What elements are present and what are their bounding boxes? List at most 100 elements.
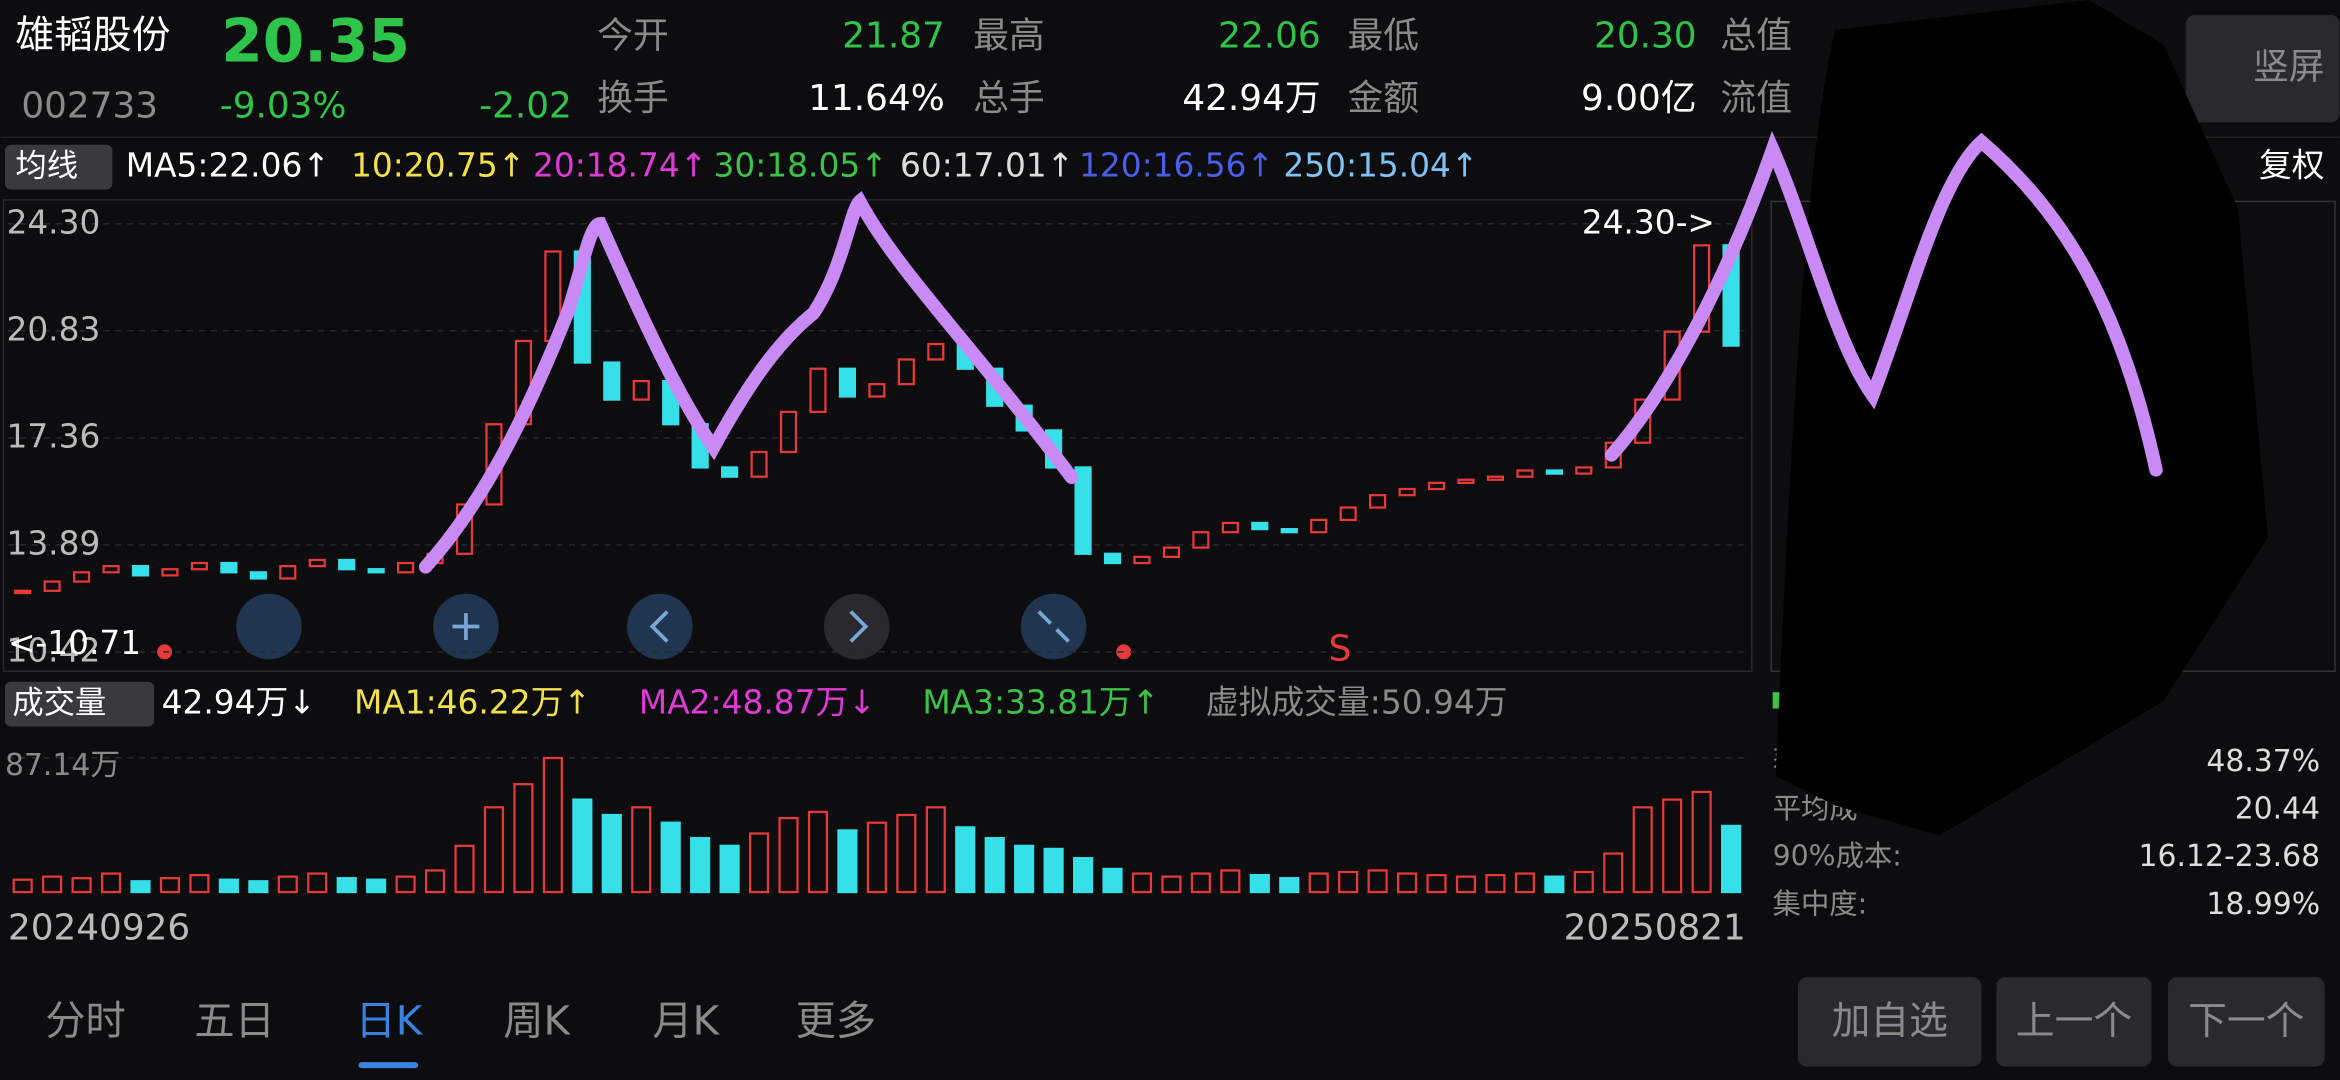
candle xyxy=(102,565,120,574)
button-bg[interactable] xyxy=(2167,977,2325,1067)
volume-bar xyxy=(719,844,740,894)
tab[interactable]: 周K xyxy=(503,998,571,1044)
stock-name: 雄韬股份 xyxy=(15,13,170,58)
chip-value: 18.99% xyxy=(2206,887,2320,922)
candle xyxy=(1192,531,1210,549)
volume-bar xyxy=(1396,872,1418,894)
y-tick-label: 10.42 xyxy=(6,631,100,669)
button[interactable]: 上一个 xyxy=(2016,999,2132,1044)
volume-ma-value: MA3:33.81万↑ xyxy=(922,684,1159,722)
tab[interactable]: 日K xyxy=(356,998,424,1044)
annotation: 24.30-> xyxy=(1582,203,1715,241)
volume-bar xyxy=(1426,873,1447,894)
zoom-out[interactable] xyxy=(236,593,302,660)
button[interactable]: 加自选 xyxy=(1832,999,1948,1044)
ma-value: MA5:22.06↑ xyxy=(126,147,330,185)
volume-bar xyxy=(896,813,917,894)
stat-label: 金额 xyxy=(1348,78,1420,119)
tab[interactable]: 月K xyxy=(652,998,720,1044)
ma-selector-bg[interactable] xyxy=(4,144,113,190)
volume-bar xyxy=(189,873,210,894)
candle xyxy=(161,568,179,577)
chip-value: 20.44 xyxy=(2235,792,2320,827)
volume-bar xyxy=(395,875,416,894)
hand-drawn-m xyxy=(1604,130,2163,477)
candle xyxy=(43,580,61,592)
chip-value: 16.12-23.68 xyxy=(2139,839,2321,874)
volume-bar xyxy=(1691,790,1712,894)
button-bg[interactable] xyxy=(1996,977,2152,1067)
orientation-button-bg[interactable] xyxy=(2185,14,2340,123)
nav-icons xyxy=(157,593,1132,660)
candle xyxy=(367,568,385,574)
candle xyxy=(838,367,857,398)
candle xyxy=(338,558,356,571)
candle xyxy=(927,342,945,361)
volume-bar xyxy=(336,877,357,894)
volume-bar xyxy=(778,816,799,894)
annotation: <-10.71 xyxy=(8,624,141,662)
volume-bar xyxy=(1721,824,1742,894)
volume-bar xyxy=(1279,877,1300,894)
volume-bar xyxy=(424,869,446,894)
stock-code: 002733 xyxy=(21,85,158,126)
volume-bar xyxy=(1308,872,1329,894)
left[interactable] xyxy=(627,593,693,660)
volume-bar xyxy=(1102,867,1123,894)
volume-bar xyxy=(248,880,269,894)
tab[interactable]: 更多 xyxy=(796,998,877,1044)
ma-value: 250:15.04↑ xyxy=(1283,147,1478,185)
volume-selector-bg[interactable] xyxy=(4,681,155,727)
stat-value: 20.30 xyxy=(1594,15,1696,56)
volume-bar xyxy=(1161,875,1182,894)
volume-bar xyxy=(1072,857,1094,894)
hand-drawn-m xyxy=(418,190,1079,574)
chip-value: 48.37% xyxy=(2206,744,2320,779)
candle xyxy=(1457,478,1475,484)
volume-bar xyxy=(307,872,328,894)
button-bg[interactable] xyxy=(1798,977,1982,1067)
stat-value: 9.00亿 xyxy=(1581,78,1697,119)
collapse[interactable] xyxy=(1020,593,1087,660)
volume-bar xyxy=(1573,870,1594,894)
x-tick-label: 20250821 xyxy=(1564,907,1746,948)
change-pct: -9.03% xyxy=(220,85,347,126)
y-tick-label: 20.83 xyxy=(6,310,100,348)
volume-bar xyxy=(1485,873,1506,894)
y-tick-label: 24.30 xyxy=(6,203,100,241)
annotation: S xyxy=(1329,628,1352,669)
redaction-scribble xyxy=(1775,0,2268,836)
candle xyxy=(190,561,208,571)
stat-label: 总值 xyxy=(1720,15,1792,56)
candle xyxy=(750,450,768,478)
stat-value: 42.94万 xyxy=(1182,78,1320,119)
volume-ma-value: MA2:48.87万↓ xyxy=(639,684,876,722)
volume-bar xyxy=(748,832,770,894)
tab[interactable]: 五日 xyxy=(194,998,275,1044)
candle xyxy=(73,571,91,583)
candle xyxy=(779,410,798,454)
volume-bar xyxy=(366,878,387,894)
candle xyxy=(721,466,739,478)
button[interactable]: 下一个 xyxy=(2188,999,2304,1044)
candle xyxy=(1280,527,1298,534)
candle xyxy=(1103,552,1122,565)
volume-bar xyxy=(513,783,534,894)
tab-underline xyxy=(358,1062,419,1069)
right[interactable] xyxy=(823,593,890,660)
tab[interactable]: 分时 xyxy=(45,998,126,1044)
volume-bar xyxy=(1367,869,1388,894)
x-tick-label: 20240926 xyxy=(8,907,190,948)
candle xyxy=(1516,469,1534,478)
ma-value: 20:18.74↑ xyxy=(533,147,707,185)
orientation-button: 竖屏 xyxy=(2253,47,2325,88)
volume-bar xyxy=(660,821,681,894)
volume-bar xyxy=(955,826,976,894)
volume-bar xyxy=(1190,872,1211,894)
candle xyxy=(868,383,886,398)
candle xyxy=(632,379,650,401)
volume-bar xyxy=(483,806,505,894)
y-tick-label: 13.89 xyxy=(6,524,100,562)
